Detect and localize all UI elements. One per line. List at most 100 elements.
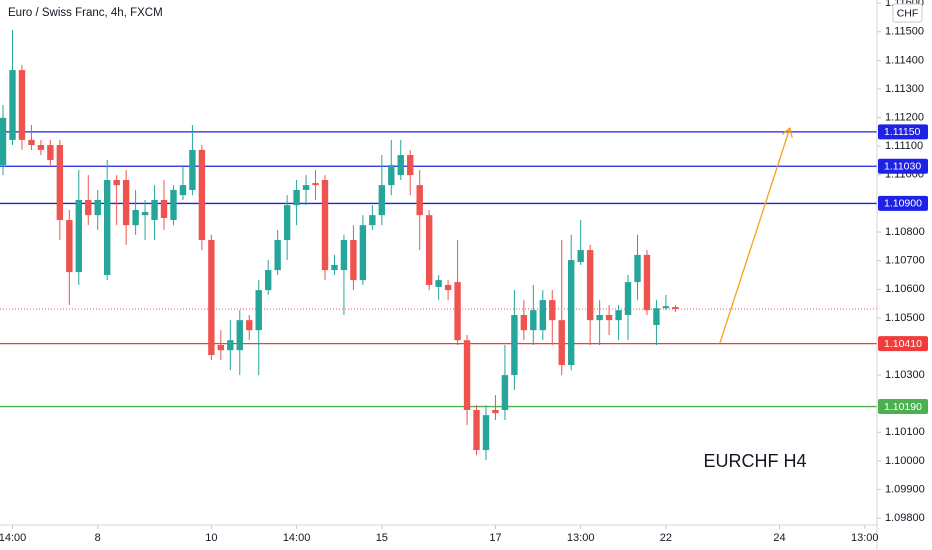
y-tick-label: 1.10600	[885, 283, 925, 295]
candle-body	[56, 145, 64, 221]
candle-body	[425, 215, 433, 285]
candle-body	[255, 290, 262, 331]
level-label: 1.10900	[884, 198, 922, 210]
candle-body	[94, 199, 101, 216]
candle-body	[605, 315, 613, 321]
y-tick-label: 1.11300	[885, 83, 924, 95]
candle-body	[122, 179, 130, 226]
y-tick-label: 1.11400	[885, 54, 924, 66]
level-label-box	[878, 399, 928, 415]
x-tick-label: 8	[95, 532, 101, 544]
candle-body	[416, 185, 423, 216]
candle-body	[634, 254, 641, 283]
candle-body	[198, 149, 206, 241]
candle-body	[18, 70, 26, 140]
chart-title: Euro / Swiss Franc, 4h, FXCM	[8, 7, 163, 19]
candle-body	[141, 212, 149, 216]
candle-body	[75, 199, 82, 273]
y-tick-label: 1.10800	[885, 226, 925, 238]
candle-body	[170, 189, 177, 221]
y-tick-label: 1.09800	[885, 512, 925, 524]
candle-body	[643, 254, 651, 311]
candle-body	[246, 320, 253, 331]
candle-body	[208, 240, 215, 356]
candle-body	[321, 179, 329, 271]
candle-body	[283, 205, 291, 241]
candle-body	[331, 264, 338, 271]
candle-body	[511, 315, 518, 376]
candle-body	[662, 306, 670, 309]
candle-body	[103, 179, 111, 275]
candle-body	[549, 300, 556, 321]
candle-body	[37, 145, 45, 150]
level-label-box	[878, 158, 928, 174]
y-tick-label: 1.10100	[885, 426, 925, 438]
candle-body	[463, 340, 471, 410]
candle-body	[407, 155, 414, 176]
x-tick-label: 13:00	[851, 532, 879, 544]
x-tick-label: 22	[660, 532, 672, 544]
candle-body	[586, 250, 594, 321]
candle-body	[653, 308, 660, 326]
candle-body	[369, 215, 376, 226]
trend-arrow	[719, 127, 791, 344]
candle-body	[312, 183, 319, 186]
candle-body	[454, 282, 461, 341]
candle-body	[492, 409, 499, 414]
candle-body	[236, 320, 243, 351]
candle-body	[151, 199, 158, 221]
candle-body	[615, 310, 622, 321]
candle-body	[85, 199, 92, 216]
candle-body	[217, 345, 225, 351]
y-tick-label: 1.10300	[885, 369, 925, 381]
level-label-box	[878, 336, 928, 352]
candle-body	[0, 117, 7, 166]
y-tick-label: 1.11100	[885, 140, 923, 152]
candle-body	[378, 185, 386, 216]
x-tick-label: 17	[489, 532, 501, 544]
level-label: 1.10190	[884, 401, 922, 413]
level-label-box	[878, 124, 928, 140]
plot-area	[0, 30, 877, 461]
candle-body	[444, 284, 452, 291]
candle-body	[539, 300, 547, 331]
x-tick-label: 15	[376, 532, 388, 544]
candle-body	[293, 189, 300, 206]
level-label: 1.11150	[884, 126, 921, 138]
x-tick-label: 10	[205, 532, 217, 544]
x-tick-label: 14:00	[283, 532, 311, 544]
y-tick-label: 1.10700	[885, 255, 925, 267]
price-axis: 1.116001.115001.114001.113001.112001.111…	[877, 0, 928, 524]
candle-body	[577, 250, 584, 263]
candle-body	[473, 409, 480, 451]
y-tick-label: 1.11500	[885, 26, 924, 38]
candle-body	[435, 280, 442, 287]
annotation: EURCHF H4	[703, 451, 806, 471]
y-tick-label: 1.10000	[885, 455, 925, 467]
level-label: 1.10410	[884, 338, 922, 350]
candle-body	[672, 306, 679, 309]
y-tick-label: 1.10500	[885, 312, 925, 324]
candle-body	[9, 70, 16, 140]
candle-body	[66, 220, 73, 273]
currency-label[interactable]: CHF	[897, 7, 919, 19]
candle-body	[47, 145, 54, 160]
candle-body	[340, 240, 348, 271]
y-tick-label: 1.09900	[885, 483, 925, 495]
candle-body	[482, 415, 490, 451]
x-tick-label: 14:00	[0, 532, 26, 544]
candle-body	[160, 199, 168, 219]
candle-body	[113, 179, 120, 186]
candle-body	[350, 240, 357, 281]
candle-body	[397, 155, 404, 176]
candle-body	[274, 240, 281, 271]
currency-box[interactable]	[892, 3, 923, 23]
candle-body	[624, 282, 632, 315]
candle-body	[132, 210, 139, 226]
trend-arrow-head	[781, 127, 793, 138]
candle-body	[558, 320, 565, 366]
candle-body	[596, 315, 603, 321]
y-tick-label: 1.11200	[885, 111, 924, 123]
